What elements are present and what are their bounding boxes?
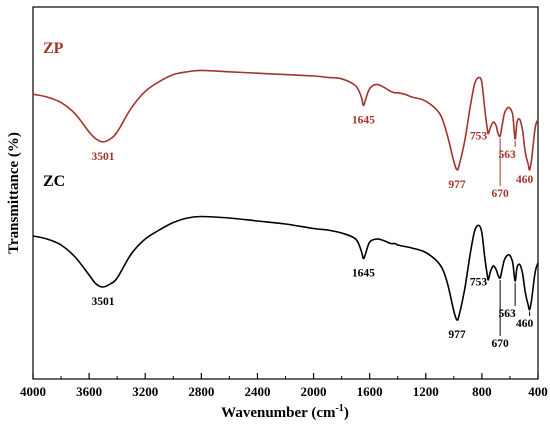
peak-label-zc-977: 977 — [448, 329, 466, 341]
x-axis-title: Wavenumber (cm-1) — [221, 403, 349, 421]
peak-label-zc-460: 460 — [516, 318, 534, 330]
peak-labels: 3501164597775367056346035011645977753670… — [91, 114, 533, 350]
x-tick-label-2800: 2800 — [188, 384, 214, 399]
y-axis-title: Transmittance (%) — [6, 132, 22, 254]
x-tick-label-4000: 4000 — [20, 384, 46, 399]
x-tick-label-2400: 2400 — [244, 384, 270, 399]
x-tick-label-2000: 2000 — [301, 384, 327, 399]
x-axis-tick-labels: 4000 3600 3200 2800 2400 2000 1600 1200 800 400 — [20, 384, 548, 399]
peak-label-zp-563: 563 — [499, 149, 517, 161]
x-tick-label-3600: 3600 — [76, 384, 102, 399]
peak-label-zp-1645: 1645 — [352, 114, 375, 126]
peak-label-zc-753: 753 — [470, 277, 488, 289]
x-tick-label-1600: 1600 — [357, 384, 383, 399]
x-tick-label-3200: 3200 — [132, 384, 158, 399]
x-tick-label-1200: 1200 — [413, 384, 439, 399]
series-name-zp: ZP — [43, 40, 64, 57]
series-line-zc — [32, 215, 539, 321]
plot-frame — [32, 6, 539, 380]
series-line-zp — [32, 69, 539, 171]
peak-label-zp-3501: 3501 — [91, 151, 114, 163]
x-tick-label-400: 400 — [528, 384, 548, 399]
peak-label-zp-670: 670 — [492, 188, 510, 200]
peak-label-zp-460: 460 — [516, 174, 534, 186]
series-name-zc: ZC — [43, 173, 65, 190]
peak-label-zp-977: 977 — [448, 179, 466, 191]
peak-label-zp-753: 753 — [470, 130, 488, 142]
peak-label-zc-670: 670 — [492, 338, 510, 350]
x-tick-label-800: 800 — [472, 384, 492, 399]
series-layer: ZP ZC — [32, 40, 539, 321]
x-axis-ticks — [32, 373, 539, 379]
peak-label-zc-3501: 3501 — [91, 296, 114, 308]
peak-label-zc-1645: 1645 — [352, 268, 375, 280]
peak-label-zc-563: 563 — [499, 308, 517, 320]
